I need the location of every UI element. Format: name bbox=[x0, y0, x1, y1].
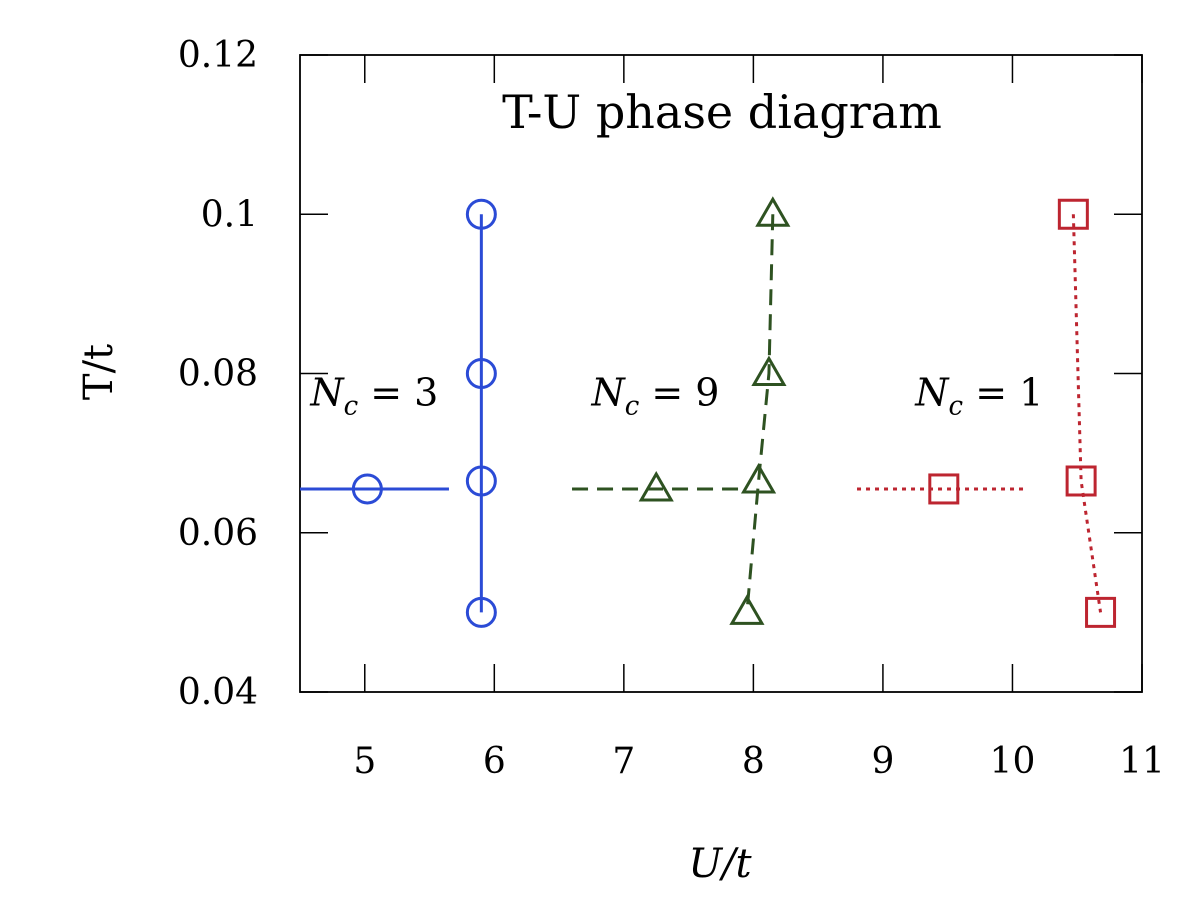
y-tick-label: 0.06 bbox=[178, 513, 258, 554]
y-tick-label: 0.1 bbox=[201, 194, 258, 235]
data-point-circle bbox=[351, 473, 383, 505]
y-tick-labels: 0.04 0.06 0.08 0.1 0.12 bbox=[178, 35, 258, 713]
x-tick-label: 11 bbox=[1119, 741, 1165, 782]
data-point-circle bbox=[465, 358, 497, 389]
axis-ticks bbox=[300, 54, 1143, 693]
y-tick-label: 0.12 bbox=[178, 35, 258, 76]
x-tick-label: 10 bbox=[990, 741, 1036, 782]
data-point-triangle bbox=[755, 196, 791, 227]
y-axis-label: T/t bbox=[76, 344, 122, 400]
x-tick-label: 9 bbox=[871, 741, 894, 782]
series-layer bbox=[300, 196, 1117, 628]
data-point-triangle bbox=[740, 462, 777, 494]
x-tick-label: 6 bbox=[483, 741, 506, 782]
x-axis-label: U/t bbox=[688, 841, 752, 887]
data-point-square bbox=[1057, 198, 1089, 230]
data-point-square bbox=[1085, 596, 1117, 628]
data-point-square bbox=[928, 473, 960, 505]
y-tick-label: 0.04 bbox=[178, 672, 258, 713]
series-group bbox=[857, 198, 1117, 628]
series-line bbox=[745, 214, 775, 613]
data-point-square bbox=[1065, 465, 1097, 497]
data-point-triangle bbox=[729, 594, 765, 625]
x-tick-label: 8 bbox=[742, 741, 765, 782]
series-label: Nc = 3 bbox=[309, 370, 438, 421]
y-tick-label: 0.08 bbox=[178, 354, 258, 395]
data-point-triangle bbox=[638, 470, 674, 502]
series-group bbox=[572, 196, 791, 625]
x-tick-labels: 5 6 7 8 9 10 11 bbox=[353, 741, 1165, 782]
series-labels: Nc = 3 Nc = 9 Nc = 1 bbox=[309, 370, 1043, 421]
chart-title: T-U phase diagram bbox=[502, 85, 942, 139]
data-point-circle bbox=[465, 198, 497, 230]
series-line bbox=[1071, 214, 1103, 613]
x-tick-label: 5 bbox=[353, 741, 376, 782]
data-point-circle bbox=[465, 465, 497, 497]
series-label: Nc = 9 bbox=[590, 370, 719, 421]
data-point-triangle bbox=[751, 355, 787, 386]
series-group bbox=[300, 198, 497, 628]
series-label: Nc = 1 bbox=[914, 370, 1043, 421]
x-tick-label: 7 bbox=[612, 741, 635, 782]
data-point-circle bbox=[465, 596, 497, 628]
